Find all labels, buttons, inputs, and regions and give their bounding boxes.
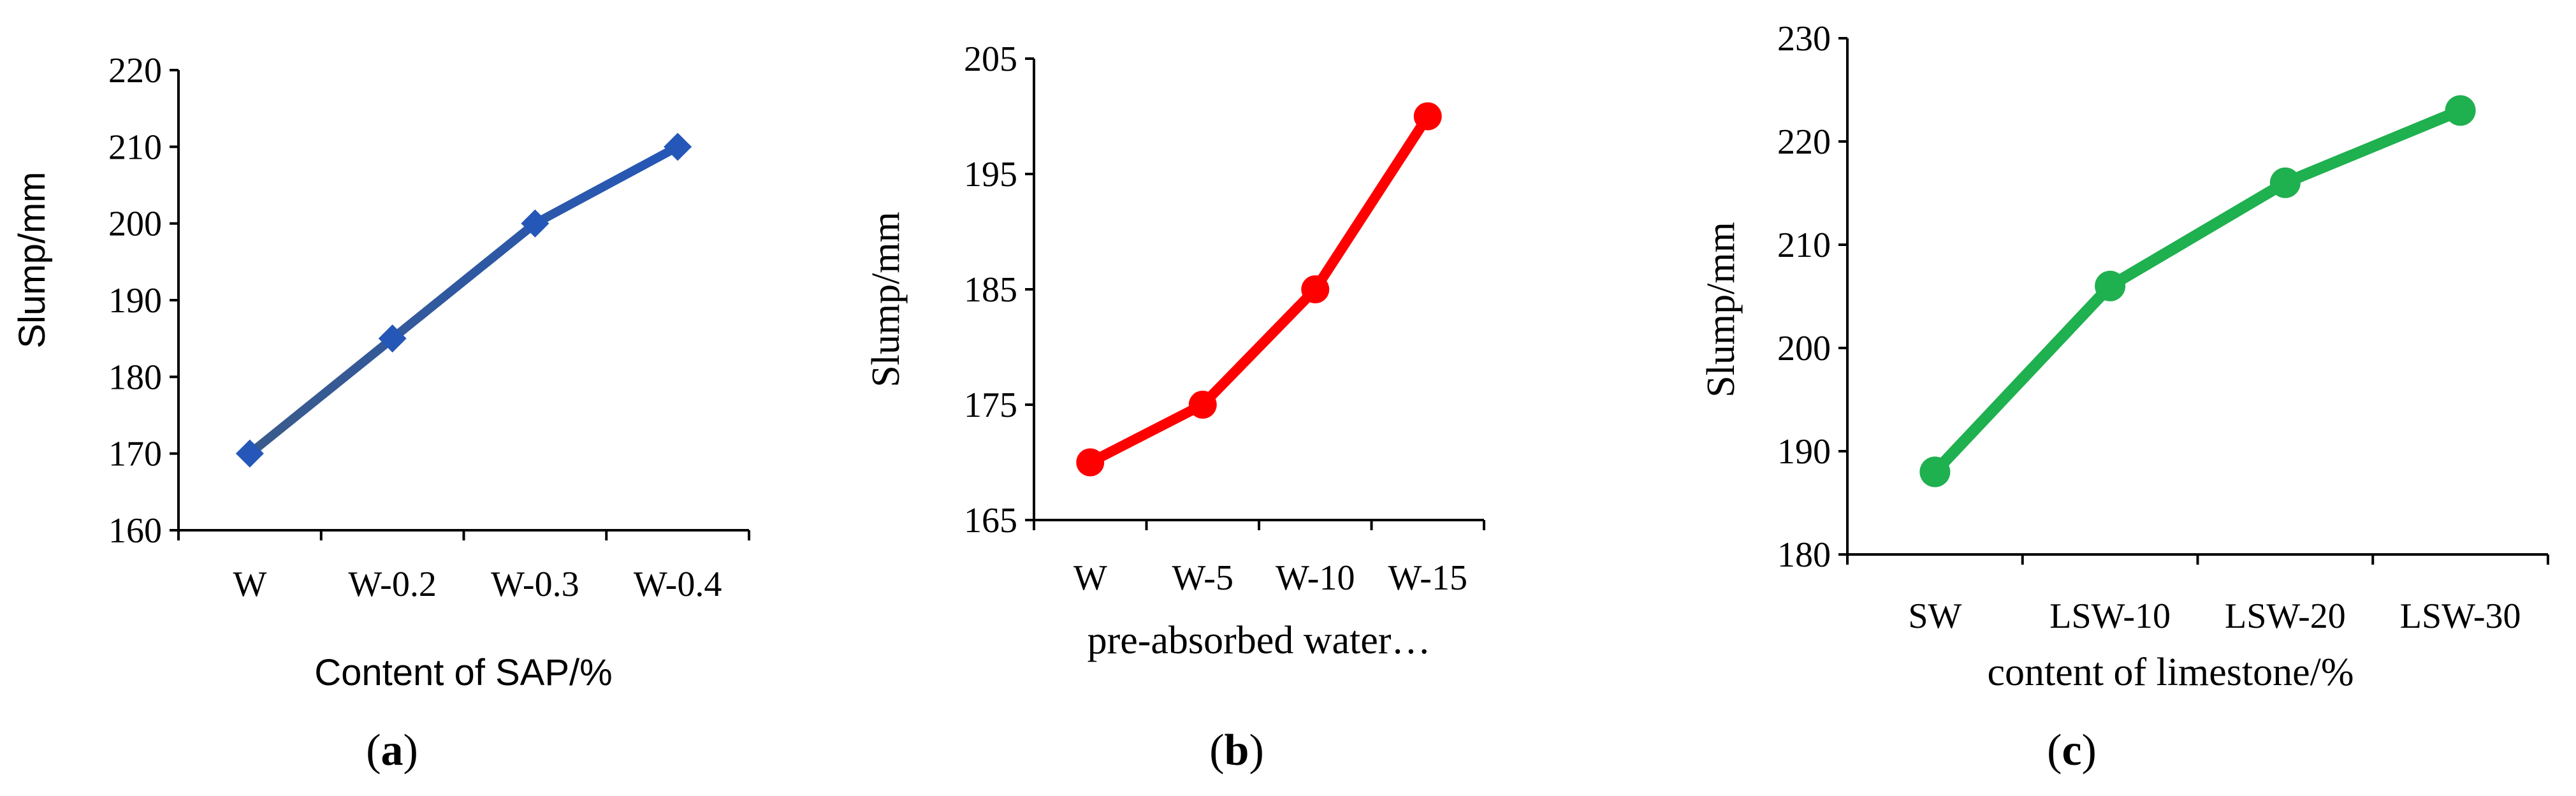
y-axis-label-b: Slump/mm xyxy=(864,212,908,387)
y-tick-label: 210 xyxy=(108,127,162,167)
y-tick-label: 165 xyxy=(964,501,1017,540)
y-tick-label: 170 xyxy=(108,435,162,474)
y-axis-label-a: Slump/mm xyxy=(11,171,53,348)
x-tick-label: W-15 xyxy=(1388,558,1467,598)
x-tick-label: LSW-20 xyxy=(2225,597,2346,636)
y-tick-label: 230 xyxy=(1777,19,1831,59)
panel-label-a: (a) xyxy=(366,726,418,775)
y-tick-label: 190 xyxy=(1777,432,1831,472)
panel-label-c: (c) xyxy=(2047,726,2097,775)
y-tick-label: 220 xyxy=(108,51,162,90)
x-tick-label: W xyxy=(233,565,266,604)
y-tick-label: 200 xyxy=(1777,329,1831,368)
chart-panel-a: 160 170 180 190 200 210 220 W W-0.2 W-0.3 W-0.4 S… xyxy=(11,51,750,775)
data-point-marker xyxy=(1188,391,1217,419)
y-tick-label: 175 xyxy=(964,386,1017,425)
data-point-marker xyxy=(1076,448,1105,477)
x-tick-label: LSW-10 xyxy=(2049,597,2171,636)
x-axis-label-c: content of limestone/% xyxy=(1987,651,2354,694)
x-tick-label: W-10 xyxy=(1276,558,1355,598)
y-tick-label: 190 xyxy=(108,281,162,321)
series-a xyxy=(235,133,692,468)
x-tick-label: W xyxy=(1073,558,1107,598)
chart-panel-b: 165 175 185 195 205 W W-5 W-10 W-15 Slump/mm pr… xyxy=(864,40,1485,775)
data-point-marker xyxy=(2095,270,2126,301)
x-axis-ticks-a: W W-0.2 W-0.3 W-0.4 xyxy=(177,530,750,604)
series-line-b xyxy=(1085,111,1433,468)
y-axis-ticks-b: 165 175 185 195 205 xyxy=(964,40,1034,540)
series-b xyxy=(1076,102,1442,477)
data-point-marker xyxy=(521,209,549,238)
y-tick-label: 185 xyxy=(964,270,1017,310)
series-line-c xyxy=(1929,105,2466,478)
x-axis-ticks-c: SW LSW-10 LSW-20 LSW-30 xyxy=(1846,554,2549,636)
data-point-marker xyxy=(2269,167,2301,198)
x-tick-label: SW xyxy=(1908,597,1961,636)
x-tick-label: LSW-30 xyxy=(2400,597,2521,636)
x-axis-label-a: Content of SAP/% xyxy=(314,652,612,693)
y-tick-label: 200 xyxy=(108,205,162,244)
x-tick-label: W-0.3 xyxy=(491,565,579,604)
series-c xyxy=(1919,95,2476,488)
y-axis-ticks-c: 180 190 200 210 220 230 xyxy=(1777,19,1847,575)
x-tick-label: W-5 xyxy=(1172,558,1233,598)
y-tick-label: 180 xyxy=(108,358,162,397)
data-point-marker xyxy=(2445,95,2476,126)
y-axis-ticks-a: 160 170 180 190 200 210 220 xyxy=(108,51,178,551)
data-point-marker xyxy=(1301,275,1330,303)
x-tick-label: W-0.4 xyxy=(634,565,722,604)
y-tick-label: 210 xyxy=(1777,226,1831,265)
y-tick-label: 160 xyxy=(108,511,162,551)
data-point-marker xyxy=(1413,102,1442,131)
data-point-marker xyxy=(235,439,264,468)
y-tick-label: 195 xyxy=(964,155,1017,194)
y-tick-label: 180 xyxy=(1777,535,1831,575)
data-point-marker xyxy=(664,133,692,161)
data-point-marker xyxy=(378,324,407,353)
data-point-marker xyxy=(1919,456,1951,488)
y-tick-label: 220 xyxy=(1777,122,1831,162)
y-axis-label-c: Slump/mm xyxy=(1699,222,1743,398)
x-tick-label: W-0.2 xyxy=(348,565,436,604)
x-axis-ticks-b: W W-5 W-10 W-15 xyxy=(1033,520,1485,598)
y-tick-label: 205 xyxy=(964,40,1017,79)
series-line-a xyxy=(245,142,683,458)
x-axis-label-b: pre-absorbed water… xyxy=(1088,619,1431,662)
panel-label-b: (b) xyxy=(1209,726,1264,775)
